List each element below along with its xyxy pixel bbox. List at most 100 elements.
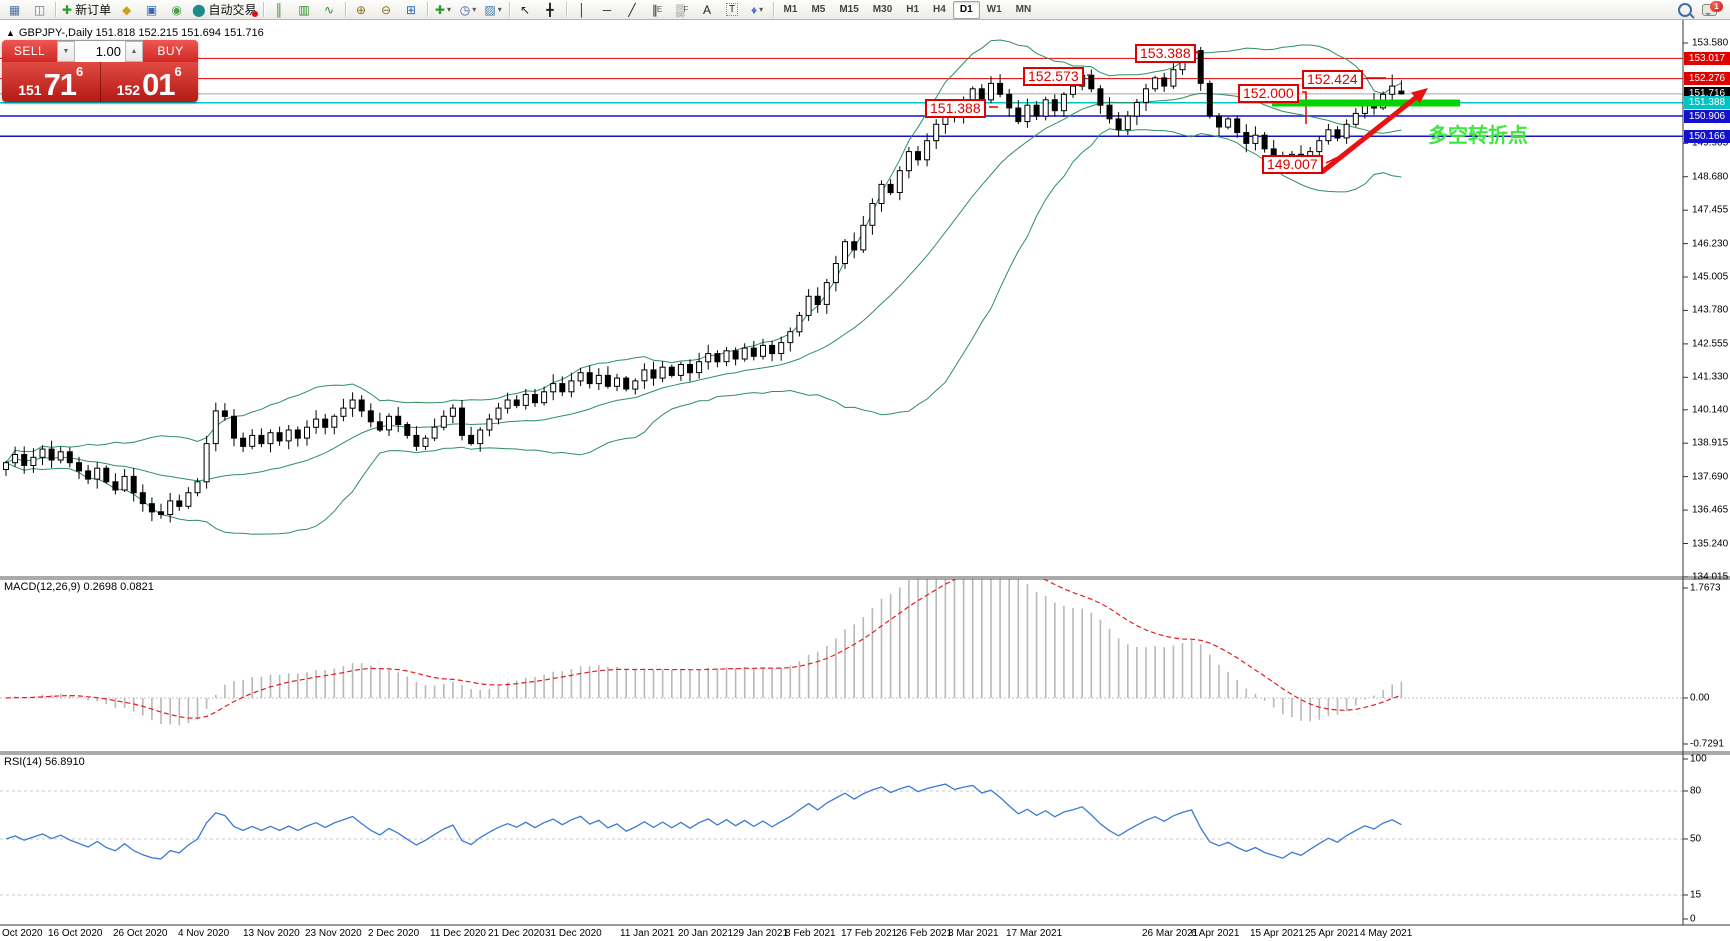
timeframe-m30-button[interactable]: M30 [872, 4, 893, 15]
signals-button[interactable]: ◉ [164, 0, 189, 20]
metaeditor-button[interactable]: ◆ [114, 0, 139, 20]
rsi-tick-label[interactable]: 0 [1690, 913, 1696, 925]
time-axis-label[interactable]: 20 Jan 2021 [678, 928, 734, 939]
search-button[interactable] [1672, 0, 1697, 20]
timeframe-m5-button[interactable]: M5 [811, 4, 826, 15]
timeframe-h1-button[interactable]: H1 [906, 4, 920, 15]
time-axis-label[interactable]: 31 Dec 2020 [545, 928, 602, 939]
rsi-tick-label[interactable]: 15 [1690, 889, 1702, 901]
time-axis-label[interactable]: 16 Oct 2020 [48, 928, 103, 939]
time-axis-label[interactable]: 11 Dec 2020 [430, 928, 486, 939]
channel-button[interactable]: ∥ E [645, 0, 670, 20]
volume-input[interactable]: 1.00 [95, 44, 121, 59]
time-axis-label[interactable]: 26 Mar 2021 [1142, 928, 1199, 939]
text-button[interactable]: A [695, 0, 720, 20]
vertical-line-button[interactable]: │ [570, 0, 595, 20]
price-callout-box[interactable]: 152.573 [1023, 67, 1084, 86]
price-tick-label[interactable]: 138.915 [1692, 437, 1729, 449]
price-tick-label[interactable]: 148.680 [1692, 171, 1729, 183]
cursor-button[interactable]: ↖ [513, 0, 538, 20]
time-axis-label[interactable]: 8 Mar 2021 [948, 928, 999, 939]
time-axis-label[interactable]: 2 Dec 2020 [368, 928, 420, 939]
time-axis-label[interactable]: 4 May 2021 [1360, 928, 1413, 939]
templates-button[interactable]: ▨ ▾ [481, 0, 506, 20]
notifications-button[interactable]: 1 [1697, 0, 1723, 20]
time-axis-label[interactable]: Oct 2020 [2, 928, 43, 939]
price-tick-label[interactable]: 147.455 [1692, 204, 1729, 216]
label-button[interactable]: T [720, 0, 745, 20]
time-axis-label[interactable]: 17 Feb 2021 [841, 928, 898, 939]
collapse-triangle-icon[interactable]: ▲ [6, 28, 15, 38]
trendline-button[interactable]: ╱ [620, 0, 645, 20]
price-tick-label[interactable]: 135.240 [1692, 538, 1729, 549]
crosshair-button[interactable]: ╋ [538, 0, 563, 20]
price-callout-box[interactable]: 151.388 [925, 99, 986, 118]
terminal-button[interactable]: ▣ [139, 0, 164, 20]
price-callout-box[interactable]: 153.388 [1135, 44, 1196, 63]
time-axis-label[interactable]: 11 Jan 2021 [620, 928, 675, 939]
sell-price[interactable]: 151 71 6 [2, 62, 100, 102]
price-callout-box[interactable]: 152.000 [1238, 84, 1299, 103]
time-axis-label[interactable]: 29 Jan 2021 [733, 928, 789, 939]
macd-tick-label[interactable]: -0.7291 [1690, 738, 1724, 750]
price-tick-label[interactable]: 146.230 [1692, 238, 1729, 250]
turning-point-annotation[interactable]: 多空转折点 [1428, 125, 1528, 147]
periods-button[interactable]: ◷ ▾ [456, 0, 481, 20]
autotrading-button[interactable]: ⬤ 自动交易 [189, 0, 259, 20]
tile-windows-button[interactable]: ⊞ [399, 0, 424, 20]
time-axis-label[interactable]: 13 Nov 2020 [243, 928, 300, 939]
price-tick-label[interactable]: 140.140 [1692, 404, 1729, 416]
chart-preview-button[interactable]: ◫ [27, 0, 52, 20]
rsi-tick-label[interactable]: 80 [1690, 785, 1702, 797]
buy-price[interactable]: 152 01 6 [101, 62, 199, 102]
macd-tick-label[interactable]: 0.00 [1690, 692, 1710, 704]
timeframe-m15-button[interactable]: M15 [839, 4, 859, 15]
timeframe-h4-button[interactable]: H4 [933, 4, 946, 15]
buy-button[interactable]: BUY [143, 40, 198, 62]
time-axis-label[interactable]: 15 Apr 2021 [1250, 928, 1304, 939]
sell-button[interactable]: SELL [2, 40, 57, 62]
price-tick-label[interactable]: 134.015 [1692, 571, 1729, 583]
time-axis-label[interactable]: 6 Apr 2021 [1191, 928, 1240, 939]
rsi-tick-label[interactable]: 50 [1690, 833, 1702, 845]
new-order-button[interactable]: ✚ 新订单 [59, 0, 114, 20]
horizontal-line-button[interactable]: ─ [595, 0, 620, 20]
shapes-button[interactable]: ♦ ▾ [745, 0, 770, 20]
time-axis-label[interactable]: 26 Oct 2020 [113, 928, 168, 939]
time-axis-label[interactable]: 23 Nov 2020 [305, 928, 362, 939]
timeframe-d1-button[interactable]: D1 [952, 0, 980, 19]
price-callout-box[interactable]: 152.424 [1302, 70, 1363, 89]
price-tick-label[interactable]: 137.690 [1692, 471, 1729, 483]
candlestick-chart-button[interactable]: ▥ [292, 0, 317, 20]
price-tick-label[interactable]: 143.780 [1692, 304, 1729, 316]
volume-decrease-button[interactable]: ▼ [57, 41, 75, 62]
indicators-button[interactable]: ✚ ▾ [431, 0, 456, 20]
fibonacci-button[interactable]: ▒ F [670, 0, 695, 20]
price-tick-label[interactable]: 153.580 [1692, 37, 1729, 49]
price-tick-label[interactable]: 141.330 [1692, 371, 1729, 383]
price-tick-label[interactable]: 142.555 [1692, 338, 1729, 350]
price-tick-label[interactable]: 145.005 [1692, 271, 1729, 283]
timeframe-w1-button[interactable]: W1 [986, 4, 1002, 15]
time-axis-label[interactable]: 4 Nov 2020 [178, 928, 230, 939]
price-callout-box[interactable]: 149.007 [1262, 155, 1323, 174]
price-tick-label[interactable]: 136.465 [1692, 504, 1729, 516]
line-chart-button[interactable]: ∿ [317, 0, 342, 20]
time-axis-label[interactable]: 17 Mar 2021 [1006, 928, 1063, 939]
time-axis-label[interactable]: 21 Dec 2020 [488, 928, 545, 939]
chart-window[interactable]: ▲ GBPJPY-,Daily 151.818 152.215 151.694 1… [0, 20, 1730, 941]
volume-increase-button[interactable]: ▲ [125, 41, 143, 62]
chart-canvas[interactable] [0, 20, 1730, 941]
timeframe-mn-button[interactable]: MN [1015, 4, 1032, 15]
zoom-in-button[interactable]: ⊕ [349, 0, 374, 20]
bar-chart-button[interactable]: ║ [267, 0, 292, 20]
zoom-out-button[interactable]: ⊖ [374, 0, 399, 20]
macd-tick-label[interactable]: 1.7673 [1690, 582, 1721, 594]
timeframe-m1-button[interactable]: M1 [783, 4, 798, 15]
rsi-tick-label[interactable]: 100 [1690, 753, 1707, 765]
time-axis-label[interactable]: 25 Apr 2021 [1305, 928, 1359, 939]
price-tick-label[interactable]: 149.905 [1692, 137, 1729, 149]
new-chart-button[interactable]: ▦ [2, 0, 27, 20]
time-axis-label[interactable]: 26 Feb 2021 [896, 928, 953, 939]
time-axis-label[interactable]: 8 Feb 2021 [785, 928, 836, 939]
